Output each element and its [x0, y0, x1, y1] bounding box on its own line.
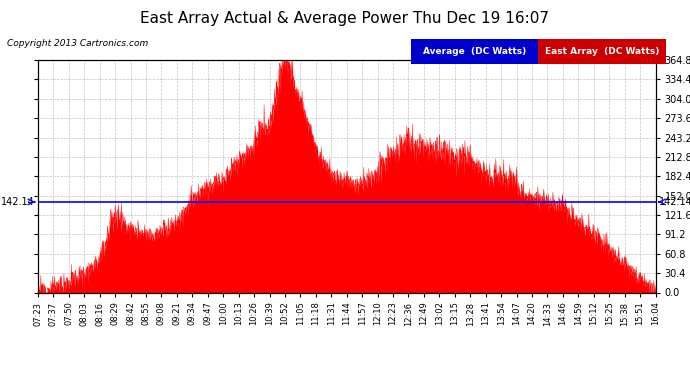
Text: Copyright 2013 Cartronics.com: Copyright 2013 Cartronics.com	[7, 39, 148, 48]
Text: East Array  (DC Watts): East Array (DC Watts)	[545, 47, 659, 56]
Text: East Array Actual & Average Power Thu Dec 19 16:07: East Array Actual & Average Power Thu De…	[141, 11, 549, 26]
Text: Average  (DC Watts): Average (DC Watts)	[423, 47, 526, 56]
Text: 142.14: 142.14	[658, 197, 690, 207]
Text: 142.14: 142.14	[1, 197, 35, 207]
